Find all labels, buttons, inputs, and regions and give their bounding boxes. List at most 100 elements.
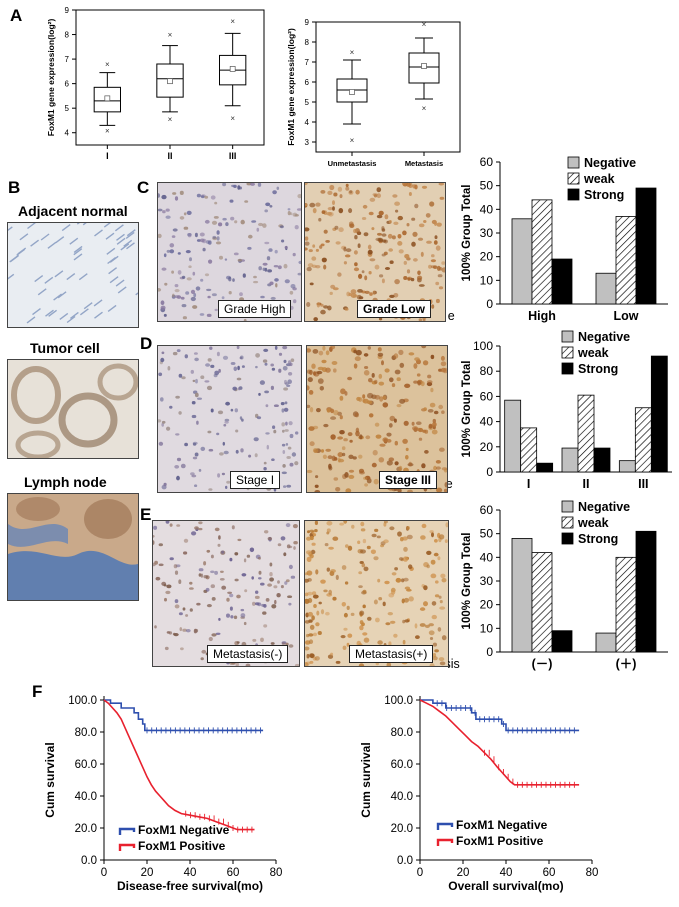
nucleus-dot (389, 526, 395, 531)
nucleus-dot (169, 557, 174, 561)
nucleus-dot (224, 420, 229, 424)
nucleus-dot (305, 227, 310, 232)
streak (106, 247, 116, 255)
nucleus-dot (435, 460, 441, 464)
nucleus-dot (368, 271, 372, 275)
nucleus-dot (215, 632, 221, 635)
streak (17, 247, 27, 255)
nucleus-dot (287, 595, 293, 598)
nucleus-dot (228, 291, 232, 295)
nucleus-dot (363, 232, 369, 237)
nucleus-dot (184, 442, 188, 447)
nucleus-dot (327, 654, 334, 659)
streak (109, 276, 119, 284)
nucleus-dot (434, 594, 440, 598)
streak (26, 316, 36, 324)
nucleus-dot (228, 276, 232, 282)
nucleus-dot (435, 466, 441, 470)
nucleus-dot (158, 208, 163, 212)
nucleus-dot (185, 291, 190, 295)
x-tick-label: II (583, 477, 590, 491)
nucleus-dot (236, 641, 240, 644)
nucleus-dot (375, 662, 379, 666)
nucleus-dot (173, 564, 178, 569)
nucleus-dot (438, 183, 445, 186)
nucleus-dot (291, 452, 297, 457)
nucleus-dot (280, 536, 286, 541)
nucleus-dot (385, 622, 391, 626)
nucleus-dot (183, 551, 188, 555)
nucleus-dot (433, 465, 437, 471)
nucleus-dot (270, 642, 275, 645)
nucleus-dot (187, 233, 192, 237)
nucleus-dot (430, 573, 437, 579)
nucleus-dot (309, 282, 314, 286)
nucleus-dot (318, 601, 322, 605)
y-tick-label: 9 (65, 6, 70, 15)
streak (94, 311, 103, 319)
tissue-texture (8, 223, 138, 327)
y-tick-label: 0 (486, 297, 493, 311)
nucleus-dot (416, 421, 422, 425)
nucleus-dot (166, 249, 171, 253)
nucleus-dot (340, 388, 346, 395)
nucleus-dot (223, 450, 229, 455)
nucleus-dot (190, 296, 196, 302)
streak (107, 304, 117, 312)
nucleus-dot (367, 249, 373, 255)
nucleus-dot (210, 554, 214, 559)
nucleus-dot (314, 484, 319, 488)
nucleus-dot (221, 296, 225, 300)
y-tick-label: 100 (473, 339, 493, 353)
nucleus-dot (161, 351, 165, 355)
nucleus-dot (436, 222, 442, 227)
nucleus-dot (425, 213, 431, 218)
nucleus-dot (305, 203, 308, 207)
nucleus-dot (161, 422, 164, 427)
streak (69, 311, 79, 319)
nucleus-dot (181, 304, 187, 308)
nucleus-dot (222, 441, 225, 446)
bar-negative (595, 632, 617, 653)
nucleus-dot (422, 360, 429, 366)
nucleus-dot (206, 288, 212, 292)
nucleus-dot (219, 452, 224, 456)
nucleus-dot (176, 457, 182, 462)
nucleus-dot (309, 441, 315, 447)
nucleus-dot (207, 430, 212, 434)
nucleus-dot (339, 194, 343, 199)
ihc-image-stage-i: Stage I (157, 345, 302, 493)
nucleus-dot (188, 265, 192, 268)
streak (54, 270, 64, 278)
nucleus-dot (307, 611, 313, 617)
nucleus-dot (224, 418, 230, 422)
nucleus-dot (221, 585, 227, 590)
nucleus-dot (383, 522, 387, 527)
nucleus-dot (246, 554, 251, 558)
nucleus-dot (217, 543, 221, 547)
nucleus-dot (242, 273, 246, 278)
nucleus-dot (395, 209, 399, 213)
nucleus-dot (426, 550, 432, 555)
nucleus-dot (348, 469, 355, 473)
nucleus-dot (310, 535, 314, 541)
nucleus-dot (331, 455, 336, 462)
nucleus-dot (194, 392, 199, 398)
nucleus-dot (241, 365, 245, 368)
nucleus-dot (421, 346, 427, 349)
nucleus-dot (198, 468, 202, 472)
nucleus-dot (311, 363, 316, 369)
nucleus-dot (172, 228, 178, 232)
x-axis-label: Overall survival(mo) (448, 879, 563, 893)
nucleus-dot (176, 475, 180, 481)
nucleus-dot (293, 541, 298, 545)
nucleus-dot (399, 362, 405, 368)
x-tick-label: 40 (500, 867, 513, 879)
streak (73, 248, 83, 256)
nucleus-dot (269, 281, 274, 286)
nucleus-dot (253, 437, 259, 442)
nucleus-dot (314, 529, 318, 533)
nucleus-dot (382, 395, 386, 400)
nucleus-dot (309, 529, 315, 533)
nucleus-dot (417, 270, 421, 276)
